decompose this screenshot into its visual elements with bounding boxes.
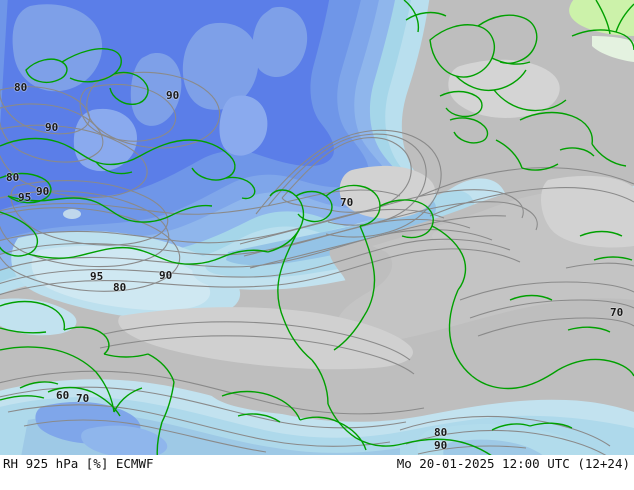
fill-lowrh-green-edge bbox=[592, 36, 634, 62]
chart-title: RH 925 hPa [%] ECMWF bbox=[3, 456, 154, 471]
contour-label: 60 bbox=[56, 389, 70, 402]
fill-core-mottle-f bbox=[219, 95, 268, 156]
scale-value-99: 99 bbox=[283, 488, 316, 490]
contour-label: 90 bbox=[36, 185, 50, 198]
fill-dry-light-c bbox=[541, 175, 634, 248]
contour-label: 90 bbox=[159, 269, 173, 282]
copyright-link[interactable]: ©weatheronline.co.uk bbox=[479, 488, 630, 490]
fill-left-lower bbox=[0, 298, 77, 336]
scale-value-60: 60 bbox=[151, 488, 184, 490]
scale-value-100: 100 bbox=[316, 488, 349, 490]
scale-value-75: 75 bbox=[184, 488, 217, 490]
rh-contour-fill-layer bbox=[0, 0, 634, 455]
fill-south-core2 bbox=[81, 425, 168, 455]
chart-footer: RH 925 hPa [%] ECMWF Mo 20-01-2025 12:00… bbox=[0, 455, 634, 490]
contour-label: 70 bbox=[76, 392, 90, 405]
contour-label: 80 bbox=[6, 171, 20, 184]
contour-label: 80 bbox=[113, 281, 127, 294]
contour-label: 90 bbox=[45, 121, 59, 134]
contour-label: 95 bbox=[90, 270, 104, 283]
contour-label: 90 bbox=[166, 89, 180, 102]
scale-value-90: 90 bbox=[217, 488, 250, 490]
contour-label: 90 bbox=[434, 439, 448, 452]
rh-colour-scale: 1530456075909599100 bbox=[52, 488, 349, 490]
contour-label: 80 bbox=[434, 426, 448, 439]
contour-label: 80 bbox=[14, 81, 28, 94]
fill-moist-dot bbox=[63, 209, 81, 219]
fill-core-mottle-b bbox=[182, 22, 259, 110]
fill-core-mottle-a bbox=[12, 4, 103, 92]
model-run-timestamp: Mo 20-01-2025 12:00 UTC (12+24) bbox=[396, 456, 630, 471]
weather-map-canvas[interactable]: 80 90 90 80 95 90 70 95 80 90 70 60 70 8… bbox=[0, 0, 634, 455]
fill-core-mottle-e bbox=[73, 108, 137, 172]
scale-value-95: 95 bbox=[250, 488, 283, 490]
scale-value-30: 30 bbox=[85, 488, 118, 490]
contour-label: 95 bbox=[18, 191, 32, 204]
footer-bottom-row: 1530456075909599100 ©weatheronline.co.uk bbox=[0, 471, 634, 490]
footer-top-row: RH 925 hPa [%] ECMWF Mo 20-01-2025 12:00… bbox=[0, 455, 634, 472]
fill-core-mottle-d bbox=[130, 53, 182, 126]
contour-label: 70 bbox=[610, 306, 624, 319]
scale-value-15: 15 bbox=[52, 488, 85, 490]
contour-label: 70 bbox=[340, 196, 354, 209]
scale-value-45: 45 bbox=[118, 488, 151, 490]
coastline-border-layer bbox=[0, 0, 634, 455]
fill-core-mottle-c bbox=[252, 6, 308, 78]
